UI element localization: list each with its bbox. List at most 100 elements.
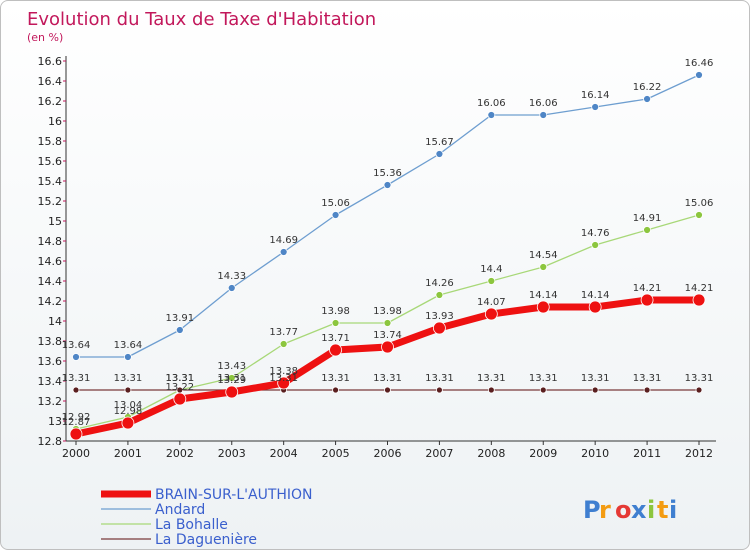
chart-subtitle: (en %) [27, 31, 63, 44]
y-tick-label: 13.6 [38, 355, 63, 368]
data-label-la-dagueni-re: 13.31 [425, 373, 454, 384]
data-label-brain-sur-l-authion: 14.21 [685, 283, 714, 294]
data-labels: 13.64 13.64 13.91 14.33 14.69 15.06 15.36 15.67… [62, 58, 714, 428]
data-point-andard [539, 111, 548, 119]
data-label-brain-sur-l-authion: 14.07 [477, 297, 506, 308]
data-point-brain-sur-l-authion [588, 300, 602, 314]
legend-label: BRAIN-SUR-L'AUTHION [155, 487, 313, 503]
data-label-andard: 16.14 [581, 90, 610, 101]
data-label-andard: 15.36 [373, 168, 402, 179]
data-point-brain-sur-l-authion [121, 416, 135, 430]
y-tick-label: 13.4 [38, 375, 63, 388]
data-label-andard: 13.64 [62, 340, 91, 351]
data-point-brain-sur-l-authion [277, 376, 291, 390]
data-point-brain-sur-l-authion [329, 343, 342, 357]
data-label-la-bohalle: 14.54 [529, 250, 558, 261]
data-point-brain-sur-l-authion [640, 293, 654, 307]
data-point-la-dagueni-re [332, 386, 339, 394]
y-tick-label: 16.6 [38, 55, 63, 68]
y-tick-label: 13.2 [38, 395, 63, 408]
data-label-andard: 15.67 [425, 137, 454, 148]
x-tick-label: 2000 [62, 447, 90, 460]
y-tick-label: 15.4 [38, 175, 63, 188]
data-point-la-dagueni-re [695, 386, 703, 394]
data-label-la-bohalle: 12.92 [62, 412, 91, 423]
data-point-andard [695, 71, 703, 79]
logo-letter: x [631, 496, 647, 524]
data-label-la-bohalle: 14.4 [480, 264, 502, 275]
x-tick-label: 2002 [166, 447, 194, 460]
data-point-andard [279, 248, 288, 256]
data-point-andard [227, 284, 236, 292]
data-point-la-dagueni-re [539, 386, 547, 394]
data-label-la-bohalle: 13.31 [166, 373, 195, 384]
data-point-la-dagueni-re [124, 386, 132, 394]
data-label-la-dagueni-re: 13.31 [62, 373, 91, 384]
data-point-la-bohalle [227, 374, 236, 382]
data-label-la-dagueni-re: 13.31 [529, 373, 558, 384]
data-label-la-dagueni-re: 13.31 [114, 373, 143, 384]
data-label-la-dagueni-re: 13.31 [685, 373, 714, 384]
x-tick-label: 2012 [685, 447, 713, 460]
data-label-la-dagueni-re: 13.31 [321, 373, 350, 384]
data-label-la-bohalle: 14.91 [633, 213, 662, 224]
data-point-la-bohalle [591, 241, 600, 249]
data-label-la-dagueni-re: 13.31 [633, 373, 662, 384]
x-tick-label: 2008 [477, 447, 505, 460]
data-point-andard [72, 353, 80, 361]
data-label-andard: 14.69 [269, 235, 298, 246]
data-point-andard [383, 181, 392, 189]
data-label-la-bohalle: 15.06 [685, 198, 714, 209]
data-label-la-bohalle: 14.76 [581, 228, 610, 239]
logo-letter: r [599, 496, 611, 524]
data-label-brain-sur-l-authion: 14.14 [529, 290, 558, 301]
y-tick-label: 14.8 [38, 235, 63, 248]
data-point-brain-sur-l-authion [433, 321, 446, 335]
data-point-brain-sur-l-authion [69, 427, 83, 441]
logo-letter: i [647, 496, 655, 524]
data-point-la-bohalle [331, 319, 340, 327]
logo-letter: o [615, 496, 632, 524]
y-tick-label: 16.4 [38, 75, 63, 88]
x-tick-label: 2005 [322, 447, 350, 460]
x-tick-label: 2007 [425, 447, 453, 460]
data-label-andard: 13.91 [166, 313, 195, 324]
data-label-brain-sur-l-authion: 13.74 [373, 330, 402, 341]
data-point-la-bohalle [643, 226, 651, 234]
data-point-brain-sur-l-authion [173, 392, 187, 406]
data-point-la-bohalle [539, 263, 548, 271]
data-label-brain-sur-l-authion: 12.87 [62, 417, 91, 428]
y-tick-label: 14 [48, 315, 62, 328]
data-point-andard [331, 211, 340, 219]
x-tick-label: 2009 [529, 447, 557, 460]
data-point-la-bohalle [695, 211, 703, 219]
data-label-brain-sur-l-authion: 12.98 [114, 406, 143, 417]
data-label-la-dagueni-re: 13.31 [373, 373, 402, 384]
y-tick-label: 16 [48, 115, 62, 128]
data-label-la-dagueni-re: 13.31 [217, 373, 246, 384]
data-point-andard [435, 150, 444, 158]
legend-label: La Daguenière [155, 532, 257, 548]
y-tick-label: 14.2 [38, 295, 63, 308]
y-tick-label: 13.8 [38, 335, 63, 348]
data-label-la-dagueni-re: 13.31 [581, 373, 610, 384]
logo-letter: t [657, 496, 668, 524]
x-tick-label: 2006 [374, 447, 402, 460]
data-point-brain-sur-l-authion [692, 293, 706, 307]
data-label-brain-sur-l-authion: 13.93 [425, 311, 454, 322]
data-label-brain-sur-l-authion: 14.21 [633, 283, 662, 294]
series-layer [69, 71, 706, 441]
legend-label: La Bohalle [155, 517, 228, 533]
data-label-la-bohalle: 13.77 [269, 327, 298, 338]
data-label-la-dagueni-re: 13.31 [477, 373, 506, 384]
data-label-brain-sur-l-authion: 13.38 [269, 366, 298, 377]
data-label-la-dagueni-re: 13.31 [269, 373, 298, 384]
data-label-la-bohalle: 13.43 [217, 361, 246, 372]
data-label-andard: 15.06 [321, 198, 350, 209]
data-label-andard: 14.33 [217, 271, 246, 282]
x-tick-label: 2001 [114, 447, 142, 460]
data-point-andard [175, 326, 184, 334]
